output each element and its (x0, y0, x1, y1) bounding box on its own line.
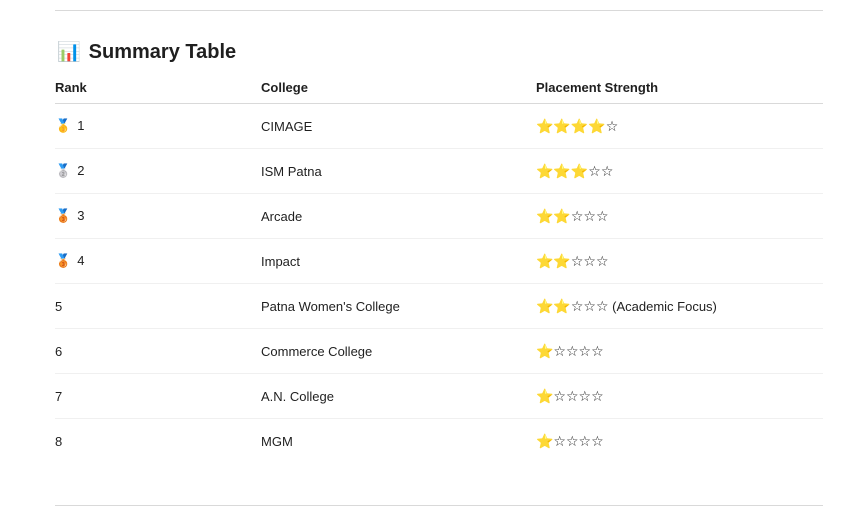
table-row: 6 Commerce College ⭐☆☆☆☆ (55, 328, 823, 374)
column-header-college: College (261, 72, 536, 104)
placement-strength-cell: ⭐⭐⭐⭐☆ (536, 103, 823, 149)
placement-strength-cell: ⭐☆☆☆☆ (536, 373, 823, 419)
rank-cell: 6 (55, 328, 261, 374)
college-cell: ISM Patna (261, 148, 536, 194)
rank-cell: 8 (55, 419, 261, 464)
college-cell: Arcade (261, 193, 536, 239)
star-rating: ⭐⭐⭐☆☆ (536, 162, 614, 179)
star-rating: ⭐☆☆☆☆ (536, 432, 604, 449)
top-divider (55, 10, 823, 11)
rank-value: 6 (55, 343, 63, 359)
rank-value: 2 (77, 163, 85, 178)
placement-strength-cell: ⭐☆☆☆☆ (536, 328, 823, 374)
medal-icon: 🥉 (55, 208, 72, 223)
rank-value: 7 (55, 388, 63, 404)
rank-cell: 5 (55, 283, 261, 329)
table-header: Rank College Placement Strength (55, 72, 823, 104)
rank-value: 8 (55, 433, 63, 449)
table-row: 🥈 2 ISM Patna ⭐⭐⭐☆☆ (55, 148, 823, 194)
rank-value: 1 (77, 118, 85, 133)
college-cell: CIMAGE (261, 103, 536, 149)
medal-icon: 🥉 (55, 253, 72, 268)
rank-value: 5 (55, 298, 63, 314)
star-rating: ⭐⭐⭐⭐☆ (536, 117, 619, 134)
placement-strength-cell: ⭐⭐⭐☆☆ (536, 148, 823, 194)
section-title: Summary Table (88, 40, 237, 63)
section-heading: 📊 Summary Table (57, 40, 236, 64)
college-cell: Commerce College (261, 328, 536, 374)
summary-table: Rank College Placement Strength 🥇 1 CIMAG… (55, 72, 823, 463)
star-rating: ⭐⭐☆☆☆ (536, 297, 609, 314)
college-cell: A.N. College (261, 373, 536, 419)
medal-icon: 🥈 (55, 163, 72, 178)
rank-cell: 7 (55, 373, 261, 419)
column-header-rank: Rank (55, 72, 261, 104)
rank-value: 3 (77, 208, 85, 223)
star-rating: ⭐☆☆☆☆ (536, 387, 604, 404)
table-row: 8 MGM ⭐☆☆☆☆ (55, 419, 823, 464)
table-row: 🥉 3 Arcade ⭐⭐☆☆☆ (55, 193, 823, 239)
rank-cell: 🥈 2 (55, 148, 261, 194)
rating-note: (Academic Focus) (612, 298, 717, 314)
rank-cell: 🥇 1 (55, 103, 261, 149)
college-cell: MGM (261, 433, 293, 449)
college-cell: Patna Women's College (261, 283, 536, 329)
star-rating: ⭐☆☆☆☆ (536, 342, 604, 359)
placement-strength-cell: ⭐⭐☆☆☆ (536, 193, 823, 239)
table-row: 5 Patna Women's College ⭐⭐☆☆☆ (Academic … (55, 283, 823, 329)
bar-chart-icon: 📊 (57, 42, 81, 63)
star-rating: ⭐⭐☆☆☆ (536, 207, 609, 224)
medal-icon: 🥇 (55, 118, 72, 133)
bottom-divider (55, 505, 823, 506)
placement-strength-cell: ⭐☆☆☆☆ (536, 419, 823, 464)
rank-cell: 🥉 4 (55, 238, 261, 284)
star-rating: ⭐⭐☆☆☆ (536, 252, 609, 269)
table-row: 🥉 4 Impact ⭐⭐☆☆☆ (55, 238, 823, 284)
table-row: 7 A.N. College ⭐☆☆☆☆ (55, 373, 823, 419)
rank-value: 4 (77, 253, 85, 268)
table-row: 🥇 1 CIMAGE ⭐⭐⭐⭐☆ (55, 103, 823, 149)
placement-strength-cell: ⭐⭐☆☆☆ (Academic Focus) (536, 283, 823, 329)
placement-strength-cell: ⭐⭐☆☆☆ (536, 238, 823, 284)
college-cell: Impact (261, 238, 536, 284)
rank-cell: 🥉 3 (55, 193, 261, 239)
column-header-placement-strength: Placement Strength (536, 72, 823, 104)
